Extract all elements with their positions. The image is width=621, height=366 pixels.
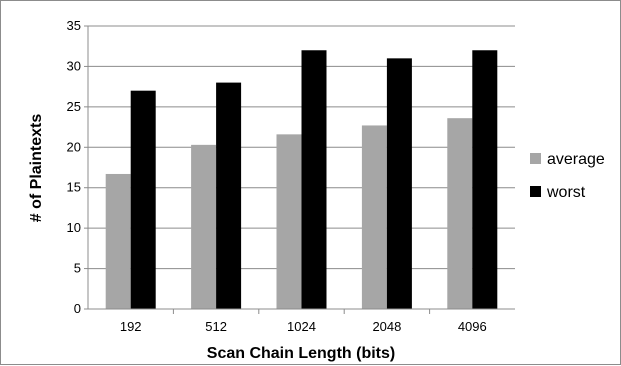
y-tick-label: 0 — [74, 301, 81, 316]
x-tick-labels: 192 512 1024 2048 4096 — [120, 319, 487, 334]
bar-average-2048 — [361, 125, 387, 309]
legend-swatch-worst — [530, 186, 541, 197]
legend-label-worst: worst — [546, 184, 586, 201]
bar-average-192 — [105, 173, 131, 309]
bar-worst-4096 — [472, 50, 498, 309]
y-axis-title: # of Plaintexts — [28, 114, 45, 223]
bar-worst-512 — [216, 82, 242, 309]
y-tick-label: 5 — [74, 261, 81, 276]
axes — [87, 26, 515, 310]
bars — [105, 50, 498, 309]
legend: average worst — [530, 151, 605, 201]
x-tick-label: 512 — [205, 319, 227, 334]
y-tick-label: 10 — [67, 220, 81, 235]
bar-average-512 — [191, 144, 217, 309]
x-tick-label: 192 — [120, 319, 142, 334]
x-tick-label: 4096 — [458, 319, 487, 334]
bar-average-1024 — [276, 134, 302, 309]
x-tick-label: 1024 — [287, 319, 316, 334]
y-tick-label: 20 — [67, 139, 81, 154]
bar-worst-192 — [130, 90, 156, 309]
y-tick-labels: 0 5 10 15 20 25 30 35 — [67, 18, 81, 316]
y-tick-label: 25 — [67, 99, 81, 114]
legend-label-average: average — [547, 151, 605, 168]
x-axis-title: Scan Chain Length (bits) — [207, 345, 395, 362]
bar-worst-1024 — [301, 50, 327, 309]
legend-swatch-average — [530, 153, 541, 164]
y-tick-label: 35 — [67, 18, 81, 33]
bar-average-4096 — [447, 118, 473, 309]
x-tick-label: 2048 — [372, 319, 401, 334]
y-tick-label: 30 — [67, 58, 81, 73]
y-tick-label: 15 — [67, 180, 81, 195]
bar-worst-2048 — [386, 58, 412, 309]
